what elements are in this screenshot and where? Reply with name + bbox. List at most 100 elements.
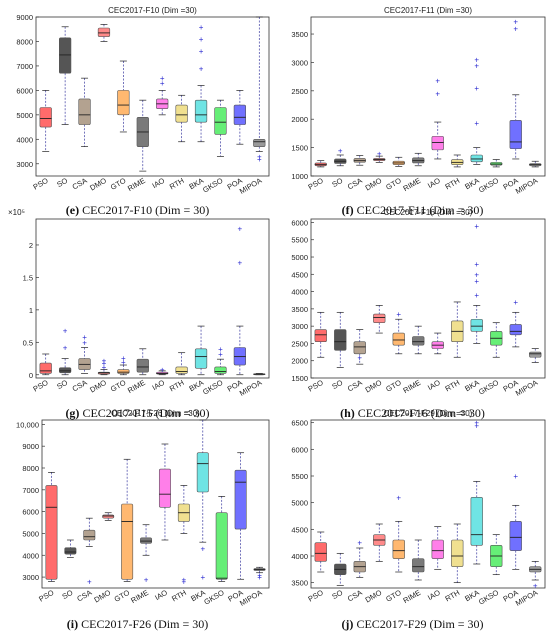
x-tick-label: RIME — [129, 588, 150, 605]
outlier-marker: + — [199, 64, 204, 73]
outlier-marker: + — [513, 298, 518, 307]
box-pso — [39, 107, 52, 128]
x-tick-label: CSA — [346, 588, 364, 604]
x-tick-label: GKSO — [477, 378, 500, 397]
y-tick-label: 7000 — [22, 486, 39, 495]
chart-title: CEC2017-F11 (Dim =30) — [384, 6, 472, 15]
box-rime — [412, 336, 425, 346]
outlier-marker: + — [182, 577, 187, 586]
chart-panel-4: CEC2017-F16 (Dim =30) 1500 2000 2500 3000 350… — [291, 208, 546, 398]
outlier-marker: + — [474, 222, 479, 231]
outlier-marker: + — [257, 573, 262, 582]
x-tick-label: RTH — [444, 378, 462, 393]
box-gkso — [214, 107, 227, 135]
box-dmo — [373, 313, 386, 323]
box-bka — [196, 452, 209, 493]
y-tick-label: 7000 — [16, 62, 33, 71]
x-tick-label: IAO — [151, 378, 167, 392]
outlier-marker: + — [218, 350, 223, 359]
caption-text: CEC2017-F26 (Dim = 30) — [81, 617, 209, 631]
y-tick-label: 0 — [29, 371, 33, 380]
x-tick-label: DMO — [364, 378, 384, 395]
box-gkso — [214, 366, 227, 374]
x-tick-label: MIPOA — [514, 378, 539, 398]
y-tick-label: 3500 — [291, 579, 308, 588]
y-tick-label: 8000 — [16, 37, 33, 46]
x-tick-label: PSO — [307, 378, 325, 394]
outlier-marker: + — [474, 419, 479, 428]
y-tick-label: 1000 — [291, 172, 308, 181]
outlier-marker: + — [238, 258, 243, 267]
outlier-marker: + — [218, 345, 223, 354]
x-tick-label: MIPOA — [238, 378, 263, 398]
outlier-marker: + — [238, 225, 243, 234]
y-tick-label: 5000 — [16, 111, 33, 120]
outlier-marker: + — [121, 358, 126, 367]
box-poa — [509, 120, 522, 150]
exponent-label: ×10⁵ — [8, 208, 25, 217]
outlier-marker: + — [199, 47, 204, 56]
y-tick-label: 5000 — [291, 499, 308, 508]
x-tick-label: PSO — [31, 378, 49, 394]
x-tick-label: GTO — [113, 588, 132, 604]
box-csa — [78, 98, 91, 125]
plot-frame — [310, 419, 546, 589]
outlier-marker: + — [435, 90, 440, 99]
chart-panel-3: ×10⁵00.511.52PSO++SO++CSA+++DMO++GTORIME… — [8, 208, 270, 398]
box-bka — [194, 99, 208, 123]
box-gto — [392, 539, 405, 559]
y-tick-label: 4000 — [291, 552, 308, 561]
x-tick-label: GKSO — [477, 176, 500, 195]
x-tick-label: RTH — [444, 588, 462, 603]
box-bka — [470, 154, 483, 163]
box-bka — [470, 497, 483, 546]
outlier-marker: + — [357, 353, 362, 362]
x-tick-label: MIPOA — [514, 588, 539, 608]
box-mipoa — [529, 351, 542, 358]
y-tick-label: 3500 — [291, 305, 308, 314]
box-gkso — [215, 512, 228, 580]
caption-i: (i) CEC2017-F26 (Dim = 30) — [0, 617, 275, 632]
x-tick-label: DMO — [364, 176, 384, 193]
y-tick-label: 2000 — [291, 357, 308, 366]
box-gto — [121, 503, 134, 580]
caption-tag: (f) — [341, 203, 354, 217]
plot-frame — [35, 16, 270, 177]
outlier-marker: + — [200, 573, 205, 582]
outlier-marker: + — [144, 575, 149, 584]
outlier-marker: + — [513, 18, 518, 27]
box-bka — [194, 348, 208, 369]
outlier-marker: + — [257, 155, 262, 164]
x-tick-label: PSO — [31, 176, 49, 192]
x-tick-label: SO — [330, 176, 344, 189]
x-tick-label: CSA — [71, 176, 89, 192]
x-tick-label: CSA — [346, 176, 364, 192]
y-tick-label: 3000 — [16, 160, 33, 169]
box-pso — [314, 329, 327, 343]
x-tick-label: MIPOA — [238, 588, 263, 608]
y-tick-label: 4000 — [291, 288, 308, 297]
caption-tag: (h) — [340, 406, 355, 420]
x-tick-label: RIME — [402, 176, 423, 193]
x-tick-label: MIPOA — [238, 176, 263, 196]
outlier-marker: + — [200, 545, 205, 554]
x-tick-label: GTO — [384, 588, 403, 604]
x-tick-label: IAO — [426, 176, 442, 190]
y-tick-label: 1.5 — [23, 273, 33, 282]
x-tick-label: RIME — [402, 378, 423, 395]
box-poa — [234, 469, 247, 530]
x-tick-label: CSA — [71, 378, 89, 394]
chart-title: CEC2017-F10 (Dim =30) — [108, 6, 197, 15]
y-tick-label: 5500 — [291, 472, 308, 481]
plot-frame — [35, 218, 270, 379]
caption-tag: (g) — [65, 406, 80, 420]
y-tick-label: 9000 — [22, 442, 39, 451]
outlier-marker: + — [474, 119, 479, 128]
outlier-marker: + — [396, 493, 401, 502]
box-pso — [314, 542, 327, 562]
x-tick-label: GTO — [384, 378, 403, 394]
chart-panel-1: CEC2017-F10 (Dim =30) 3000 4000 5000 6000 700… — [16, 6, 270, 196]
outlier-marker: + — [182, 575, 187, 584]
box-so — [58, 367, 72, 374]
box-rth — [451, 539, 464, 567]
